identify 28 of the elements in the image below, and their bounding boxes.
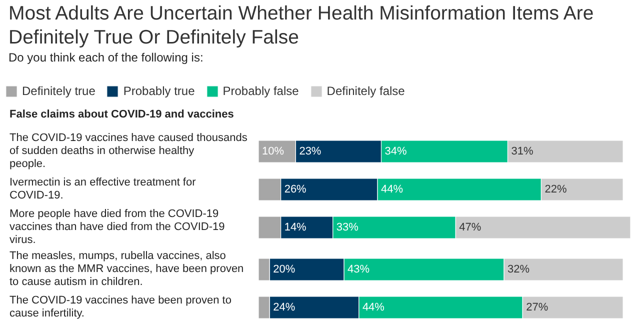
chart-title: Most Adults Are Uncertain Whether Health Misinformation Items Are Definitely True Or Definitely False — [8, 2, 594, 48]
data-label: 10% — [262, 146, 284, 158]
data-label: 31% — [511, 146, 534, 158]
data-label: 26% — [284, 184, 307, 196]
y-tick-label: The COVID-19 vaccines have caused thousands of sudden deaths in otherwise healthy people. — [10, 132, 248, 170]
legend-label: Definitely false — [326, 84, 405, 98]
y-tick-label: The measles, mumps, rubella vaccines, also known as the MMR vaccines, have been proven to cause autism in children. — [10, 250, 244, 288]
data-label: 44% — [362, 302, 385, 314]
y-tick-label: The COVID-19 vaccines have been proven to cause infertility. — [10, 294, 232, 320]
y-tick-label: More people have died from the COVID-19 vaccines than have died from the COVID-19 virus. — [10, 208, 225, 246]
y-tick-label: Ivermectin is an effective treatment for COVID-19. — [10, 176, 196, 202]
data-label: 43% — [348, 264, 370, 276]
data-label: 23% — [299, 146, 322, 158]
legend-label: Definitely true — [22, 84, 96, 98]
data-label: 32% — [508, 264, 530, 276]
data-label: 33% — [336, 222, 359, 234]
data-label: 14% — [284, 222, 307, 234]
data-label: 47% — [459, 222, 482, 234]
legend-label: Probably true — [123, 84, 195, 98]
data-label: 34% — [384, 146, 407, 158]
data-label: 22% — [544, 184, 567, 196]
data-label: 24% — [273, 302, 296, 314]
text: Do you think each of the following is: — [8, 50, 204, 64]
data-label: 44% — [381, 184, 404, 196]
data-label: 20% — [273, 264, 296, 276]
data-label: 27% — [526, 302, 548, 314]
text: False claims about COVID-19 and vaccines — [10, 108, 234, 120]
legend-label: Probably false — [222, 84, 299, 98]
